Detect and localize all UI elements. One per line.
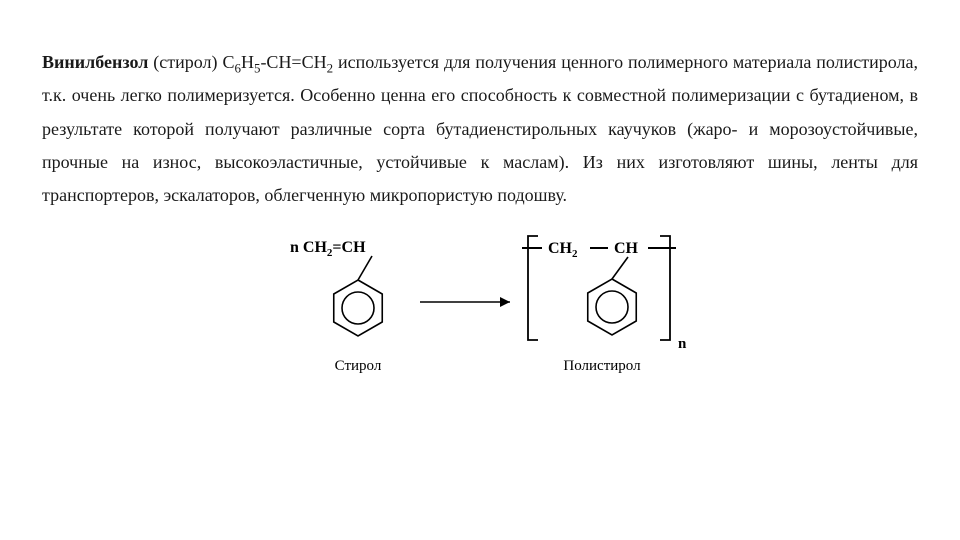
reactant-ring [334, 280, 383, 336]
compound-name: Винилбензол [42, 52, 148, 72]
product-bond [612, 257, 628, 279]
product-caption: Полистирол [563, 358, 641, 374]
aromatic-circle [596, 291, 628, 323]
formula-h: H [241, 52, 254, 72]
product-ch2: CH2 [548, 240, 578, 260]
reactant-mid: =CH [332, 239, 366, 256]
arrow-head [500, 297, 510, 307]
reaction-arrow [420, 297, 510, 307]
bracket-right [660, 236, 670, 340]
product-ring [588, 279, 637, 335]
reaction-diagram: n CH2=CH Стирол [42, 230, 918, 420]
body-paragraph: Винилбензол (стирол) C6H5-CH=CH2 использ… [42, 46, 918, 212]
product-chain: CH2 CH [522, 240, 676, 260]
aromatic-circle [342, 292, 374, 324]
formula-tail: -CH=CH [260, 52, 326, 72]
hexagon [588, 279, 637, 335]
alt-name: (стирол) [148, 52, 222, 72]
body-text: используется для получения ценного полим… [42, 52, 918, 205]
document-page: Винилбензол (стирол) C6H5-CH=CH2 использ… [0, 0, 960, 430]
reaction-svg: n CH2=CH Стирол [220, 230, 740, 420]
reactant-prefix: n CH [290, 239, 327, 256]
reactant-styrene: n CH2=CH Стирол [290, 239, 382, 374]
hexagon [334, 280, 383, 336]
reactant-caption: Стирол [335, 358, 382, 374]
repeat-sub: n [678, 336, 687, 352]
formula-c: C [222, 52, 234, 72]
product-polystyrene: n CH2 CH [522, 236, 687, 374]
reactant-top-label: n CH2=CH [290, 239, 366, 259]
bracket-left [528, 236, 538, 340]
reactant-bond [358, 256, 372, 280]
product-ch: CH [614, 240, 639, 257]
